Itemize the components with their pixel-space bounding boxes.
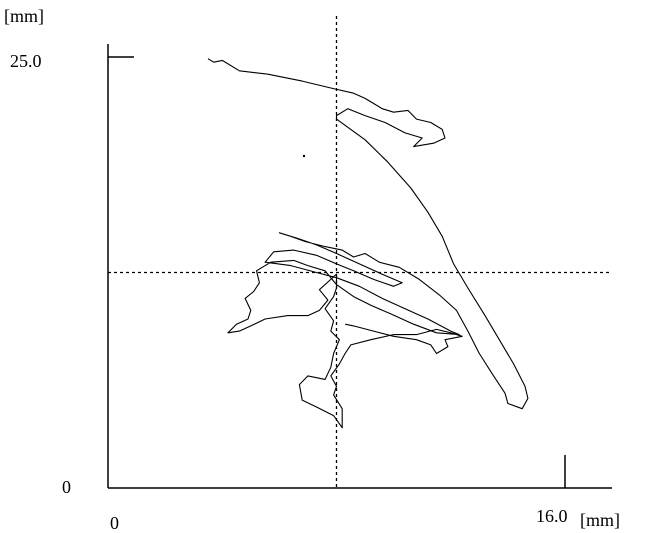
x-axis-max-label: 16.0 <box>536 506 568 526</box>
y-axis-max-label: 25.0 <box>10 51 42 71</box>
x-axis-unit-label: [mm] <box>580 510 620 530</box>
x-axis-zero-label: 0 <box>110 513 119 533</box>
stray-dot <box>302 154 306 158</box>
y-axis-unit-label: [mm] <box>4 6 44 26</box>
y-axis-zero-label: 0 <box>62 477 71 497</box>
series-layer <box>207 58 529 429</box>
trajectory-series-line <box>207 58 529 429</box>
